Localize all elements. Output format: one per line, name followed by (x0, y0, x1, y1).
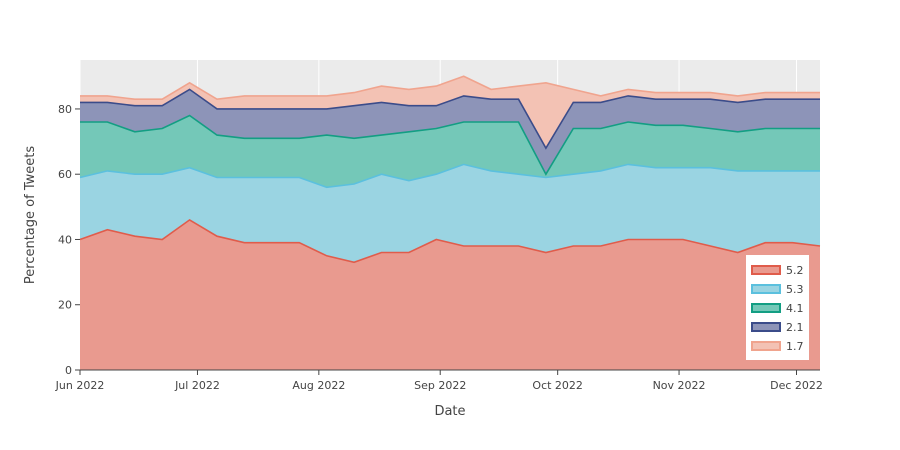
x-axis: Jun 2022 Jul 2022 Aug 2022 Sep 2022 Oct 2022… (55, 369, 823, 392)
x-tick-label: Dec 2022 (770, 379, 823, 392)
area-series-2.1 (80, 89, 820, 175)
legend-swatch-1.7 (751, 341, 781, 351)
y-tick-label: 40 (58, 233, 72, 246)
legend: 5.2 5.3 4.1 2.1 1.7 (746, 255, 809, 360)
legend-label-4.1: 4.1 (786, 302, 804, 315)
area-series-4.1 (80, 115, 820, 188)
x-tick-label: Oct 2022 (532, 379, 583, 392)
x-tick-label: Jul 2022 (174, 379, 220, 392)
x-tick-label: Jun 2022 (55, 379, 105, 392)
line-series-1.7 (80, 75, 820, 101)
line-series-5.3 (79, 163, 820, 189)
y-tick-label: 80 (58, 103, 72, 116)
y-tick-label: 0 (65, 364, 72, 377)
x-tick-label: Aug 2022 (292, 379, 345, 392)
y-axis: 0 20 40 60 80 (58, 103, 80, 377)
legend-swatch-2.1 (751, 322, 781, 332)
legend-label-5.2: 5.2 (786, 264, 804, 277)
series-areas (80, 76, 820, 370)
x-tick-label: Nov 2022 (653, 379, 706, 392)
legend-label-5.3: 5.3 (786, 283, 804, 296)
area-series-1.7 (80, 76, 820, 149)
line-series-5.2 (79, 218, 821, 264)
x-axis-title: Date (434, 404, 465, 419)
area-series-5.2 (80, 219, 820, 370)
legend-swatch-5.3 (751, 284, 781, 294)
legend-label-2.1: 2.1 (786, 321, 804, 334)
x-tick-label: Sep 2022 (414, 379, 466, 392)
area-series-5.3 (80, 164, 820, 263)
line-series-4.1 (80, 114, 820, 176)
legend-swatch-5.2 (751, 265, 781, 275)
y-tick-label: 60 (58, 168, 72, 181)
series-lines (79, 75, 821, 264)
line-series-2.1 (80, 88, 820, 150)
y-axis-title: Percentage of Tweets (23, 146, 38, 284)
legend-swatch-4.1 (751, 303, 781, 313)
legend-label-1.7: 1.7 (786, 340, 804, 353)
y-tick-label: 20 (58, 299, 72, 312)
